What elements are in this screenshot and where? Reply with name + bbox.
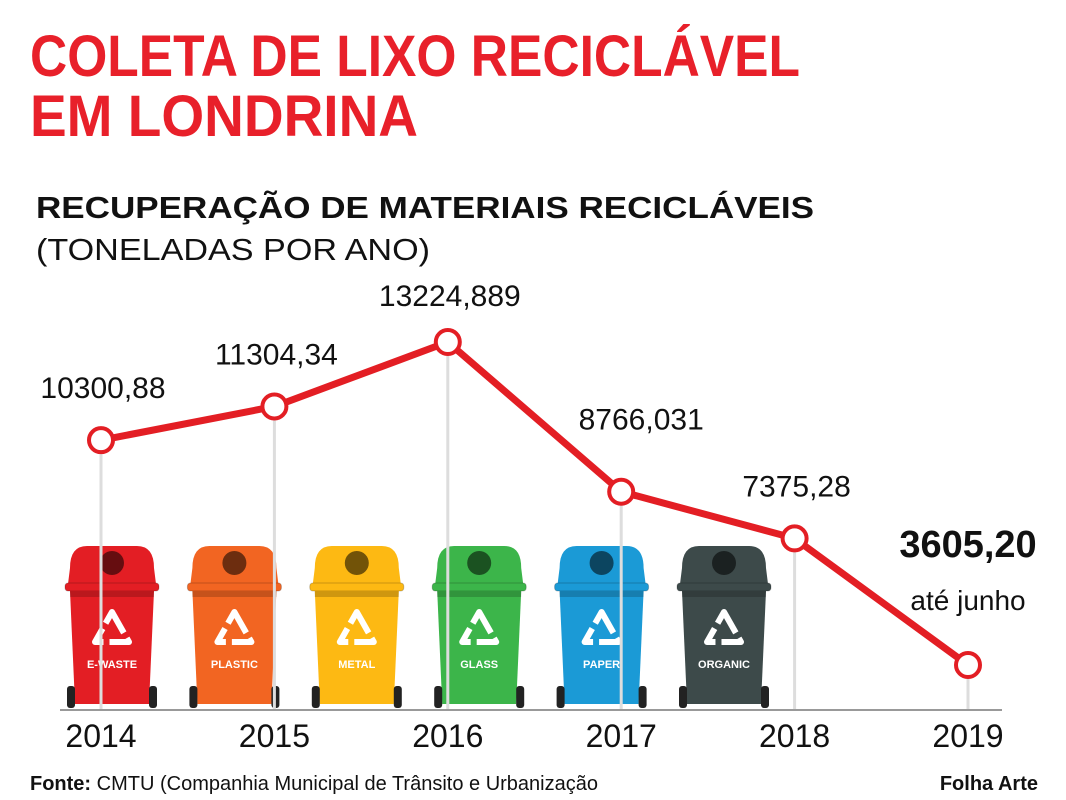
value-label: 11304,34 — [215, 338, 338, 371]
bin-hole — [100, 551, 124, 575]
bin-wheel — [311, 686, 320, 708]
bin: PLASTIC — [186, 546, 282, 708]
source-text: CMTU (Companhia Municipal de Trânsito e … — [91, 773, 598, 795]
x-tick-label: 2014 — [65, 718, 136, 754]
bin-wheel — [638, 686, 647, 708]
bin-wheel — [149, 686, 157, 708]
x-tick-label: 2019 — [932, 718, 1003, 754]
bin-label: ORGANIC — [698, 659, 750, 671]
bin: GLASS — [431, 546, 527, 708]
bin: ORGANIC — [676, 546, 772, 708]
bin-wheel — [679, 686, 687, 708]
bin-label: PAPER — [583, 659, 620, 671]
chart-title: COLETA DE LIXO RECICLÁVEL — [30, 24, 800, 89]
bin-rim — [554, 582, 650, 592]
bin: METAL — [309, 546, 405, 708]
bin-shade — [559, 591, 644, 597]
x-tick-label: 2015 — [239, 718, 310, 754]
bin-shade — [192, 591, 277, 597]
bin-wheel — [189, 686, 198, 708]
point — [780, 524, 809, 553]
value-label: 7375,28 — [742, 470, 850, 503]
bin-label: METAL — [338, 659, 375, 671]
chart-title: EM LONDRINA — [30, 84, 418, 149]
recycle-icon — [336, 609, 377, 645]
bin-hole — [344, 551, 369, 575]
bin-wheel — [556, 686, 565, 708]
value-label: 8766,031 — [579, 404, 704, 437]
bin-rim — [64, 582, 160, 592]
footer-source: Fonte: CMTU (Companhia Municipal de Trân… — [30, 773, 598, 795]
point — [954, 651, 982, 679]
recycle-icon — [459, 609, 500, 645]
bin-wheel — [67, 686, 75, 708]
recycle-icon — [704, 609, 744, 645]
bin-body — [559, 591, 644, 704]
bin-body — [682, 591, 766, 704]
bin-shade — [682, 591, 766, 597]
source-label: Fonte: — [30, 773, 91, 795]
chart-subtitle: RECUPERAÇÃO DE MATERIAIS RECICLÁVEIS — [36, 190, 814, 225]
bin: PAPER — [554, 546, 650, 708]
recycle-icon — [581, 609, 622, 645]
value-label: 3605,20 — [899, 524, 1036, 566]
series-line — [100, 338, 971, 668]
annotation: até junho — [910, 585, 1025, 616]
x-tick-label: 2016 — [412, 718, 483, 754]
bins: E-WASTE PLASTIC METAL GLASS PAPER ORGANIC — [64, 546, 772, 708]
recycle-icon — [92, 609, 132, 645]
recycle-icon — [214, 609, 255, 645]
bin-hole — [589, 551, 614, 575]
bin-body — [314, 591, 399, 704]
bin-body — [437, 591, 522, 704]
x-tick-label: 2017 — [586, 718, 657, 754]
bin-hole — [222, 551, 247, 575]
bin-rim — [309, 582, 405, 592]
bin-hole — [712, 551, 736, 575]
plot: 10300,88 2014 11304,34 2015 13224,889 2016 876… — [40, 280, 1036, 754]
bin-rim — [676, 582, 772, 592]
bin-wheel — [393, 686, 402, 708]
bin-label: PLASTIC — [211, 659, 258, 671]
bin-wheel — [761, 686, 769, 708]
value-label: 10300,88 — [40, 372, 165, 405]
point — [433, 328, 462, 356]
bin-shade — [437, 591, 522, 597]
x-tick-label: 2018 — [759, 718, 830, 754]
bin-label: GLASS — [460, 659, 498, 671]
bin-hole — [467, 551, 492, 575]
bin-shade — [70, 591, 154, 597]
bin-label: E-WASTE — [87, 659, 137, 671]
bin: E-WASTE — [64, 546, 160, 708]
point — [607, 477, 636, 506]
chart-subtitle-unit: (TONELADAS POR ANO) — [36, 232, 430, 267]
bin-wheel — [434, 686, 443, 708]
bin-body — [192, 591, 277, 704]
footer-credit: Folha Arte — [940, 773, 1038, 795]
bin-shade — [314, 591, 399, 597]
bin-wheel — [516, 686, 525, 708]
bin-body — [70, 591, 154, 704]
value-label: 13224,889 — [379, 280, 521, 313]
bin-rim — [186, 582, 282, 592]
point — [260, 392, 289, 421]
point — [87, 426, 115, 455]
